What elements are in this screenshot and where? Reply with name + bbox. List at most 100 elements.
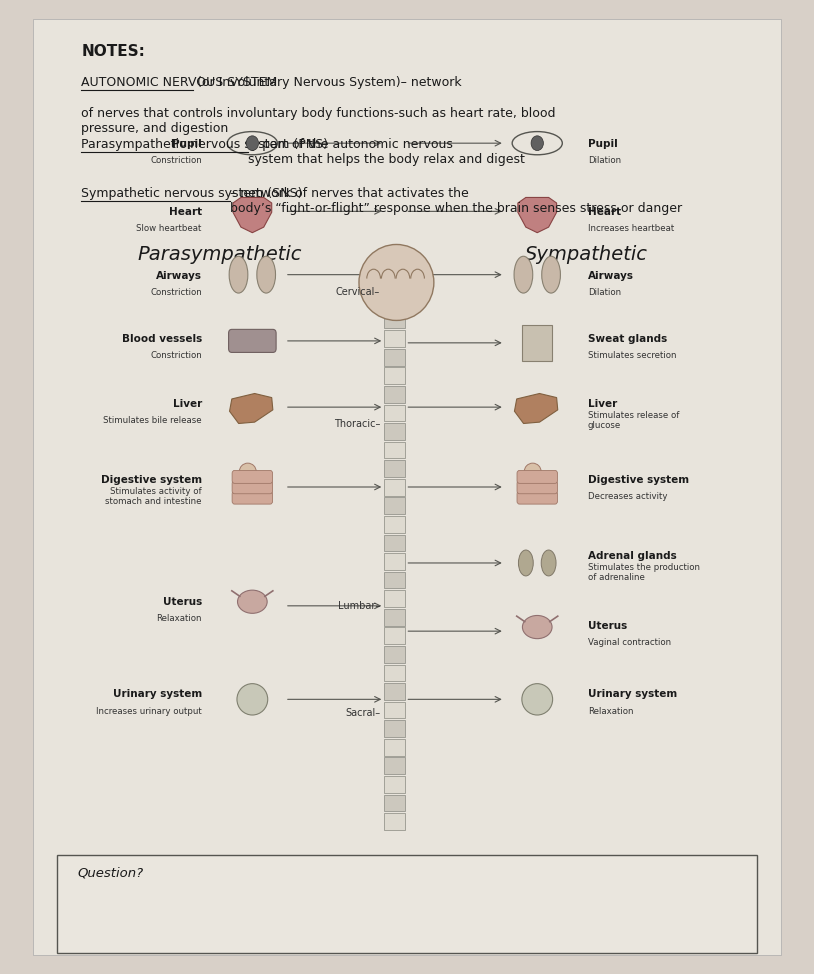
- Bar: [384, 498, 405, 514]
- Text: Constriction: Constriction: [150, 351, 202, 360]
- Text: Pupil: Pupil: [172, 139, 202, 149]
- Text: Stimulates bile release: Stimulates bile release: [103, 416, 202, 426]
- Text: Blood vessels: Blood vessels: [121, 334, 202, 344]
- Text: Dilation: Dilation: [588, 287, 621, 297]
- Text: Question?: Question?: [77, 867, 143, 880]
- Text: Decreases activity: Decreases activity: [588, 492, 667, 502]
- Text: Increases urinary output: Increases urinary output: [96, 706, 202, 716]
- Text: – part of the autonomic nervous
system that helps the body relax and digest: – part of the autonomic nervous system t…: [248, 138, 525, 167]
- Ellipse shape: [239, 463, 256, 481]
- Bar: [384, 442, 405, 459]
- Text: Sympathetic nervous system (SNS): Sympathetic nervous system (SNS): [81, 187, 303, 200]
- Ellipse shape: [512, 131, 562, 155]
- Text: Adrenal glands: Adrenal glands: [588, 551, 676, 561]
- Bar: [384, 795, 405, 811]
- Text: Stimulates activity of
stomach and intestine: Stimulates activity of stomach and intes…: [105, 487, 202, 506]
- Ellipse shape: [519, 550, 533, 576]
- Ellipse shape: [541, 550, 556, 576]
- Ellipse shape: [359, 244, 434, 320]
- Text: Uterus: Uterus: [163, 597, 202, 607]
- Text: Urinary system: Urinary system: [588, 690, 677, 699]
- Text: Vaginal contraction: Vaginal contraction: [588, 638, 671, 648]
- Bar: [384, 386, 405, 402]
- Text: (or Involuntary Nervous System)– network: (or Involuntary Nervous System)– network: [193, 76, 462, 89]
- Polygon shape: [230, 393, 273, 424]
- Text: Urinary system: Urinary system: [112, 690, 202, 699]
- Bar: [384, 664, 405, 681]
- Circle shape: [531, 135, 544, 151]
- Bar: [384, 553, 405, 570]
- Bar: [384, 535, 405, 551]
- Text: Stimulates the production
of adrenaline: Stimulates the production of adrenaline: [588, 563, 700, 582]
- FancyBboxPatch shape: [232, 491, 273, 505]
- FancyBboxPatch shape: [232, 481, 273, 494]
- Bar: [384, 739, 405, 756]
- Bar: [384, 609, 405, 625]
- Ellipse shape: [237, 684, 268, 715]
- Polygon shape: [514, 393, 558, 424]
- Bar: [384, 461, 405, 477]
- Polygon shape: [518, 198, 557, 233]
- Bar: [384, 312, 405, 328]
- Text: Airways: Airways: [588, 271, 634, 281]
- Polygon shape: [233, 198, 272, 233]
- Bar: [384, 479, 405, 496]
- Text: Parasympathetic nervous system (PNS): Parasympathetic nervous system (PNS): [81, 138, 328, 151]
- FancyBboxPatch shape: [517, 481, 558, 494]
- Text: of nerves that controls involuntary body functions-such as heart rate, blood
pre: of nerves that controls involuntary body…: [81, 107, 556, 135]
- FancyBboxPatch shape: [517, 470, 558, 483]
- Bar: [384, 721, 405, 737]
- Bar: [384, 776, 405, 793]
- Text: Constriction: Constriction: [150, 287, 202, 297]
- Text: Parasympathetic: Parasympathetic: [138, 245, 302, 265]
- Bar: [384, 813, 405, 830]
- Text: Uterus: Uterus: [588, 621, 627, 631]
- Text: Pupil: Pupil: [588, 139, 618, 149]
- Ellipse shape: [230, 256, 247, 293]
- Bar: [384, 293, 405, 310]
- Bar: [384, 758, 405, 774]
- Bar: [384, 367, 405, 384]
- Text: Digestive system: Digestive system: [588, 475, 689, 485]
- Text: Liver: Liver: [588, 399, 617, 409]
- Bar: [384, 627, 405, 644]
- Ellipse shape: [257, 256, 275, 293]
- Ellipse shape: [227, 131, 278, 155]
- Ellipse shape: [514, 256, 532, 293]
- Text: Lumbar–: Lumbar–: [338, 601, 380, 611]
- Ellipse shape: [523, 616, 552, 639]
- Bar: [384, 275, 405, 291]
- Text: Cervical–: Cervical–: [336, 287, 380, 297]
- Text: Dilation: Dilation: [588, 156, 621, 166]
- Bar: [384, 404, 405, 422]
- Text: Constriction: Constriction: [150, 156, 202, 166]
- Bar: [384, 516, 405, 533]
- Bar: [384, 349, 405, 365]
- Bar: [384, 423, 405, 440]
- Text: Thoracic–: Thoracic–: [334, 419, 380, 429]
- Ellipse shape: [524, 463, 541, 481]
- Circle shape: [246, 135, 259, 151]
- Ellipse shape: [522, 684, 553, 715]
- Text: Relaxation: Relaxation: [156, 614, 202, 623]
- Text: NOTES:: NOTES:: [81, 44, 145, 58]
- FancyBboxPatch shape: [229, 329, 276, 353]
- Bar: [384, 646, 405, 662]
- Bar: [384, 701, 405, 719]
- Bar: [523, 325, 552, 360]
- Text: Heart: Heart: [168, 207, 202, 217]
- Text: Relaxation: Relaxation: [588, 706, 633, 716]
- Text: Liver: Liver: [173, 399, 202, 409]
- Text: Heart: Heart: [588, 207, 621, 217]
- Text: AUTONOMIC NERVOUS SYSTEM: AUTONOMIC NERVOUS SYSTEM: [81, 76, 278, 89]
- Bar: [384, 330, 405, 347]
- FancyBboxPatch shape: [33, 19, 781, 955]
- Bar: [384, 683, 405, 700]
- FancyBboxPatch shape: [57, 855, 757, 953]
- Text: Slow heartbeat: Slow heartbeat: [137, 224, 202, 234]
- Text: Stimulates secretion: Stimulates secretion: [588, 351, 676, 360]
- Text: Sweat glands: Sweat glands: [588, 334, 667, 344]
- Text: – network of nerves that activates the
body’s “fight-or-flight” response when th: – network of nerves that activates the b…: [230, 187, 682, 215]
- Text: Airways: Airways: [155, 271, 202, 281]
- Ellipse shape: [542, 256, 560, 293]
